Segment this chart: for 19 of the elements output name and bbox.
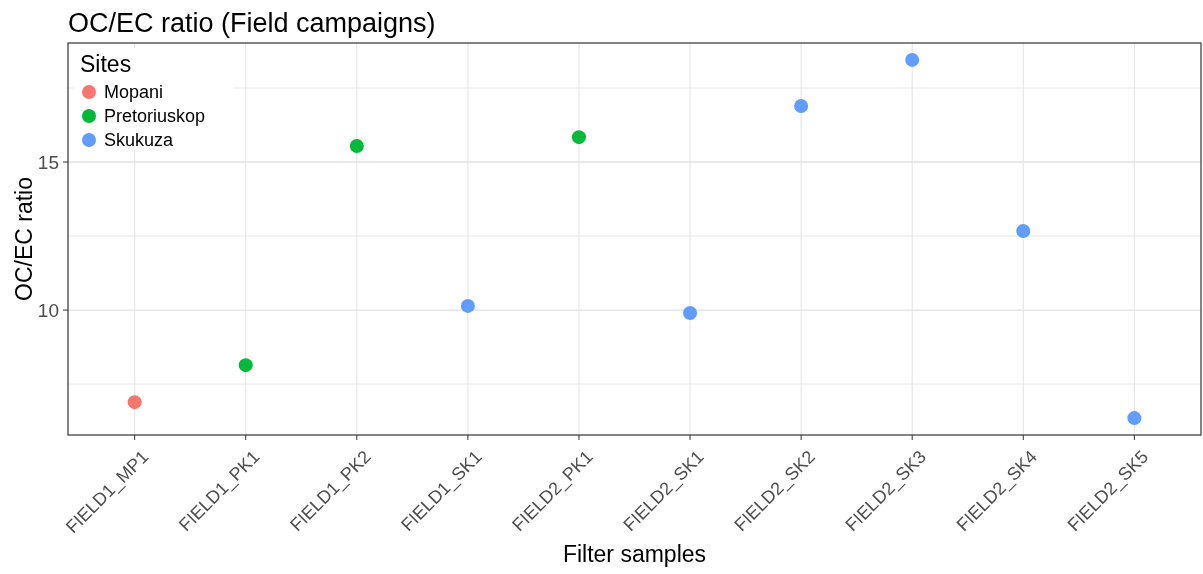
legend-label: Pretoriuskop: [104, 106, 206, 127]
y-axis-title: OC/EC ratio: [11, 177, 37, 301]
point: [794, 99, 809, 114]
point: [460, 298, 475, 313]
legend-label: Skukuza: [104, 130, 175, 151]
point: [683, 306, 698, 321]
point: [127, 395, 142, 410]
point: [1127, 411, 1142, 426]
point: [349, 139, 364, 154]
point: [1016, 224, 1031, 239]
y-tick-label: 15: [37, 151, 59, 173]
chart-title: OC/EC ratio (Field campaigns): [68, 8, 436, 38]
legend-title: Sites: [80, 51, 132, 77]
point: [238, 358, 253, 373]
point: [905, 52, 920, 67]
x-axis-title: Filter samples: [562, 541, 707, 567]
y-tick-label: 10: [37, 299, 59, 321]
point: [571, 130, 586, 145]
legend-label: Mopani: [104, 82, 164, 103]
